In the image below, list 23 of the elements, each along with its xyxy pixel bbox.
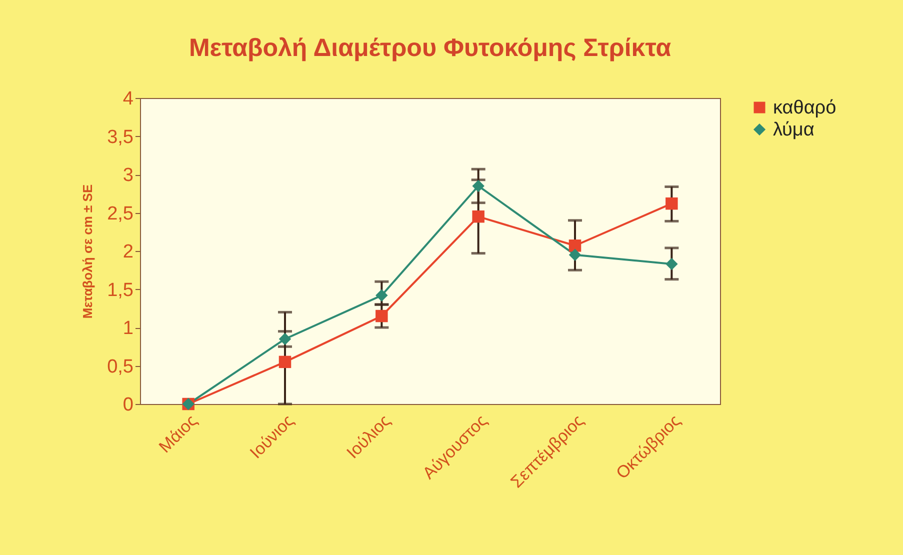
point [376, 289, 388, 302]
y-tick-label: 0,5 [107, 356, 134, 378]
point [278, 356, 292, 368]
legend-label: λύμα [773, 120, 814, 140]
point [568, 240, 582, 252]
y-tick-label: 2 [122, 242, 134, 262]
point [666, 258, 678, 270]
point [472, 180, 484, 192]
y-tick-label: 3,5 [107, 126, 134, 148]
y-tick-label: 1,5 [107, 280, 134, 301]
point [666, 197, 678, 210]
y-tick-label: 1 [122, 318, 134, 339]
point [376, 310, 388, 322]
y-tick-label: 4 [122, 88, 134, 110]
point [568, 248, 582, 261]
point [278, 332, 292, 346]
chart-title: Μεταβολή Διαμέτρου Φυτοκόμης Στρίκτα [188, 34, 672, 62]
y-tick-label: 2,5 [107, 203, 134, 224]
y-axis-title: Μεταβολή σε cm ± SE [80, 184, 96, 319]
y-tick-label: 0 [122, 394, 134, 416]
legend-label: καθαρό [773, 98, 836, 118]
point [472, 210, 484, 223]
y-tick-label: 3 [122, 165, 134, 186]
